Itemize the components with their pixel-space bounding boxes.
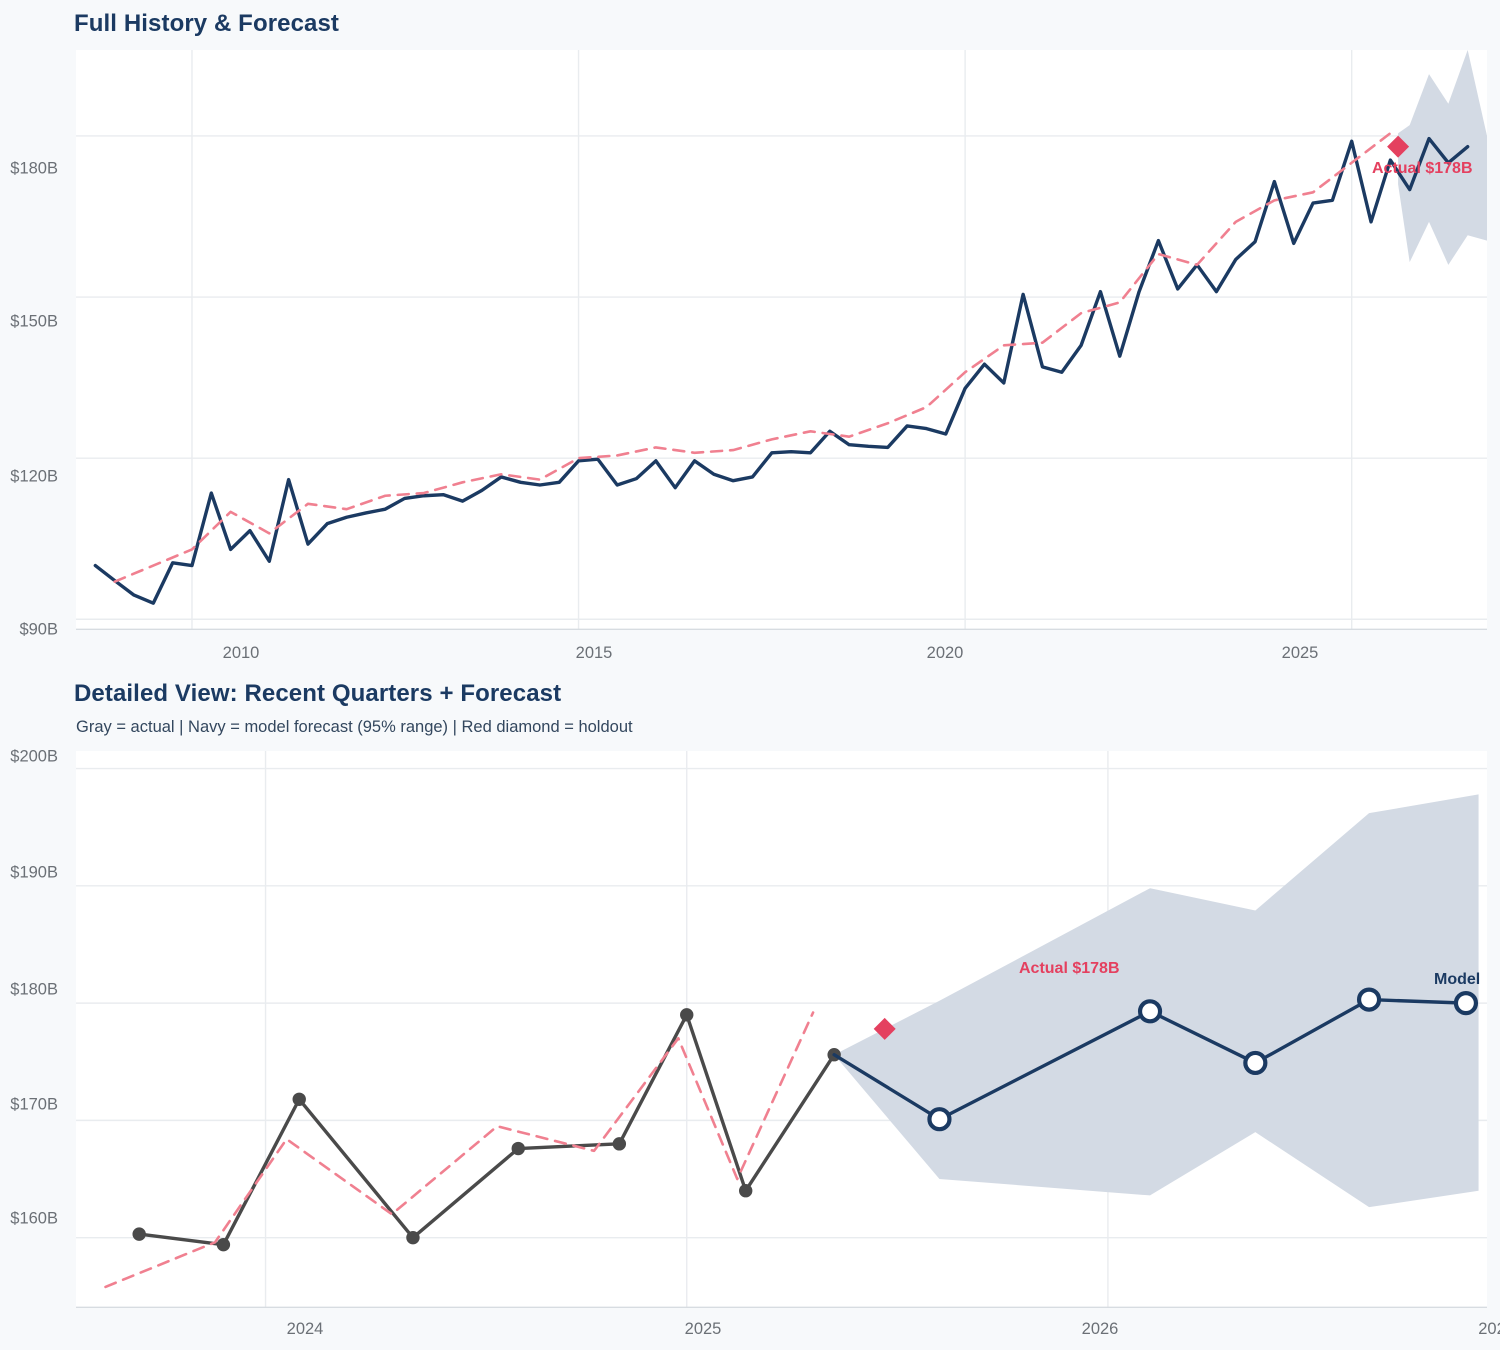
ytick-top-0: $180B (10, 159, 58, 178)
panel-subtitle-detailed-view: Gray = actual | Navy = model forecast (9… (76, 718, 633, 736)
full-history-svg (76, 50, 1487, 630)
ytick-top-1: $150B (10, 312, 58, 331)
panel-full-history: Full History & Forecast $180B $150B $120… (0, 0, 1500, 672)
panel-title-full-history: Full History & Forecast (74, 10, 340, 37)
xtick-bot-0: 2024 (286, 1320, 324, 1338)
xtick-top-0: 2010 (222, 644, 260, 662)
xtick-top-2: 2020 (926, 644, 964, 662)
annotation-actual-top: Actual $178B (1372, 160, 1473, 177)
xtick-bot-3: 202 (1478, 1320, 1500, 1338)
plot-area-detailed-view (76, 751, 1487, 1308)
plot-area-full-history (76, 50, 1487, 630)
xtick-bot-1: 2025 (684, 1320, 722, 1338)
annotation-model-bottom: Model (1434, 971, 1481, 988)
xtick-top-3: 2025 (1281, 644, 1319, 662)
xtick-bot-2: 2026 (1081, 1320, 1119, 1338)
ytick-bot-4: $160B (10, 1209, 58, 1228)
ytick-top-2: $120B (10, 467, 58, 486)
panel-title-detailed-view: Detailed View: Recent Quarters + Forecas… (74, 680, 562, 707)
ytick-bot-1: $190B (10, 863, 58, 882)
detailed-view-svg (76, 751, 1487, 1308)
annotation-actual-bottom: Actual $178B (1019, 960, 1120, 977)
panel-detailed-view: Detailed View: Recent Quarters + Forecas… (0, 672, 1500, 1350)
ytick-bot-2: $180B (10, 980, 58, 999)
ytick-top-3: $90B (19, 620, 58, 639)
xtick-top-1: 2015 (575, 644, 613, 662)
ytick-bot-0: $200B (10, 747, 58, 766)
ytick-bot-3: $170B (10, 1095, 58, 1114)
